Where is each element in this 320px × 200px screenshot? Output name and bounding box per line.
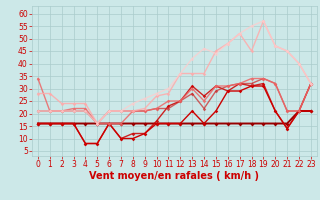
X-axis label: Vent moyen/en rafales ( km/h ): Vent moyen/en rafales ( km/h ) — [89, 171, 260, 181]
